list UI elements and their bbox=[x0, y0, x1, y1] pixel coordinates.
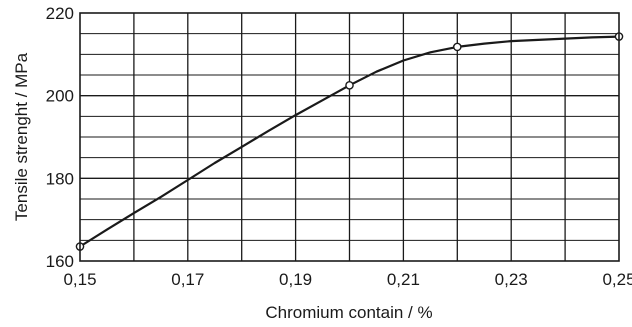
x-tick-label: 0,15 bbox=[63, 270, 96, 289]
y-tick-label: 200 bbox=[46, 87, 74, 106]
x-tick-label: 0,25 bbox=[602, 270, 632, 289]
x-tick-label: 0,21 bbox=[387, 270, 420, 289]
y-tick-label: 160 bbox=[46, 252, 74, 271]
series-group bbox=[75, 32, 624, 251]
grid-lines bbox=[80, 13, 619, 261]
data-point-marker bbox=[452, 42, 462, 52]
y-tick-labels: 160 180 200 220 bbox=[46, 4, 74, 271]
y-axis-label: Tensile strenght / MPa bbox=[12, 52, 31, 221]
x-tick-label: 0,23 bbox=[495, 270, 528, 289]
y-tick-label: 220 bbox=[46, 4, 74, 23]
x-tick-label: 0,17 bbox=[171, 270, 204, 289]
x-axis-label: Chromium contain / % bbox=[265, 303, 432, 322]
x-tick-labels: 0,15 0,17 0,19 0,21 0,23 0,25 bbox=[63, 270, 632, 289]
data-point-marker bbox=[345, 81, 354, 90]
y-tick-label: 180 bbox=[46, 169, 74, 188]
plot-border bbox=[79, 12, 620, 262]
x-tick-label: 0,19 bbox=[279, 270, 312, 289]
